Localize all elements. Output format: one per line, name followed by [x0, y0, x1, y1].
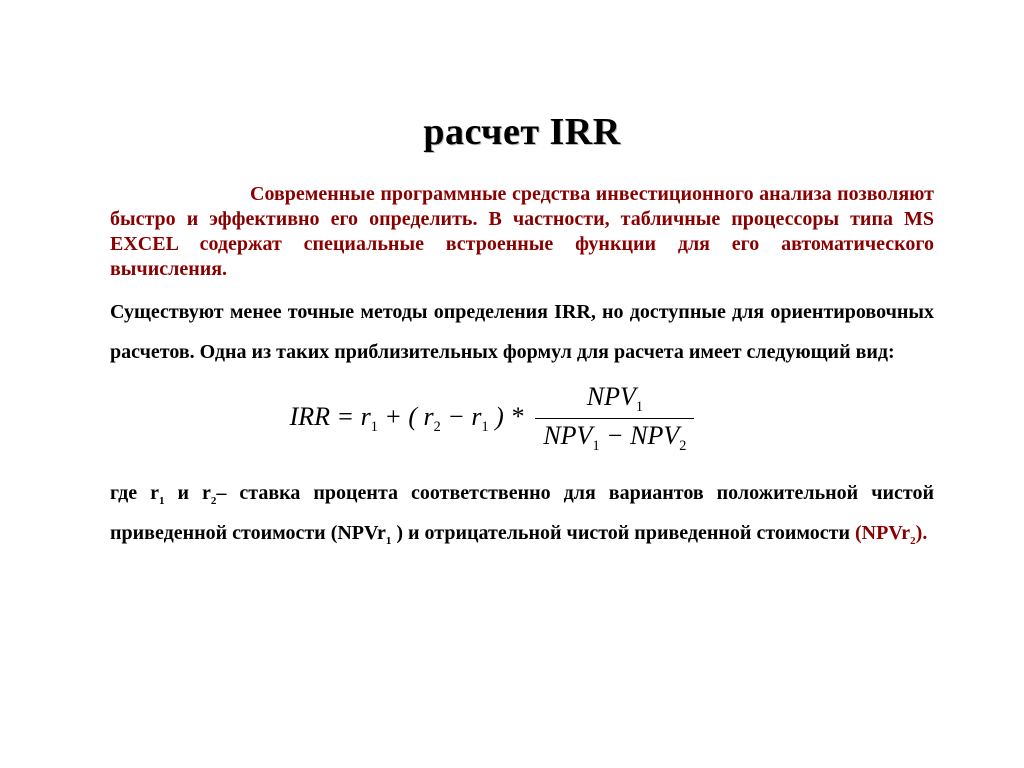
explain-paragraph: где r1 и r2– ставка процента соответстве…: [110, 473, 934, 553]
formula-denominator: NPV1 − NPV2: [535, 418, 694, 455]
formula-plus-open: + (: [378, 402, 424, 431]
formula-close-mul: ) *: [489, 402, 524, 431]
explain-npv2-open: (NPVr: [855, 522, 910, 544]
formula-den-npv1: NPV: [543, 421, 592, 450]
formula-irr: IRR: [290, 402, 330, 431]
formula-r1: r: [361, 402, 371, 431]
intro-paragraph-red: Современные программные средства инвести…: [110, 182, 934, 282]
formula-eq: =: [330, 402, 361, 431]
slide-page: расчет IRR Современные программные средс…: [0, 0, 1024, 553]
formula-r2-sub: 2: [434, 419, 441, 435]
irr-formula: IRR = r1 + ( r2 − r1 ) * NPV1 NPV1 − NPV…: [110, 382, 934, 455]
intro-red-text: Современные программные средства инвести…: [110, 183, 934, 280]
formula-den-sub2: 2: [679, 438, 686, 454]
formula-num-sub: 1: [636, 399, 643, 415]
formula-r1b-sub: 1: [482, 419, 489, 435]
formula-den-sub1: 1: [592, 438, 599, 454]
explain-npv2: (NPVr2).: [855, 522, 927, 544]
formula-num-npv: NPV: [587, 382, 636, 411]
formula-r1b: r: [471, 402, 481, 431]
formula-numerator: NPV1: [579, 382, 651, 418]
page-title: расчет IRR: [110, 110, 934, 154]
explain-mid3: ) и отрицательной чистой приведенной сто…: [391, 522, 855, 544]
formula-r1-sub: 1: [371, 419, 378, 435]
explain-prefix: где r: [110, 482, 159, 504]
intro-paragraph-black: Существуют менее точные методы определен…: [110, 292, 934, 372]
explain-mid1: и r: [164, 482, 210, 504]
formula-fraction: NPV1 NPV1 − NPV2: [535, 382, 694, 455]
formula-minus: −: [441, 402, 472, 431]
formula-lhs: IRR = r1 + ( r2 − r1 ) *: [290, 402, 524, 436]
formula-den-npv2: NPV: [630, 421, 679, 450]
formula-r2: r: [424, 402, 434, 431]
formula-den-minus: −: [600, 421, 631, 450]
explain-npv2-close: ).: [916, 522, 928, 544]
